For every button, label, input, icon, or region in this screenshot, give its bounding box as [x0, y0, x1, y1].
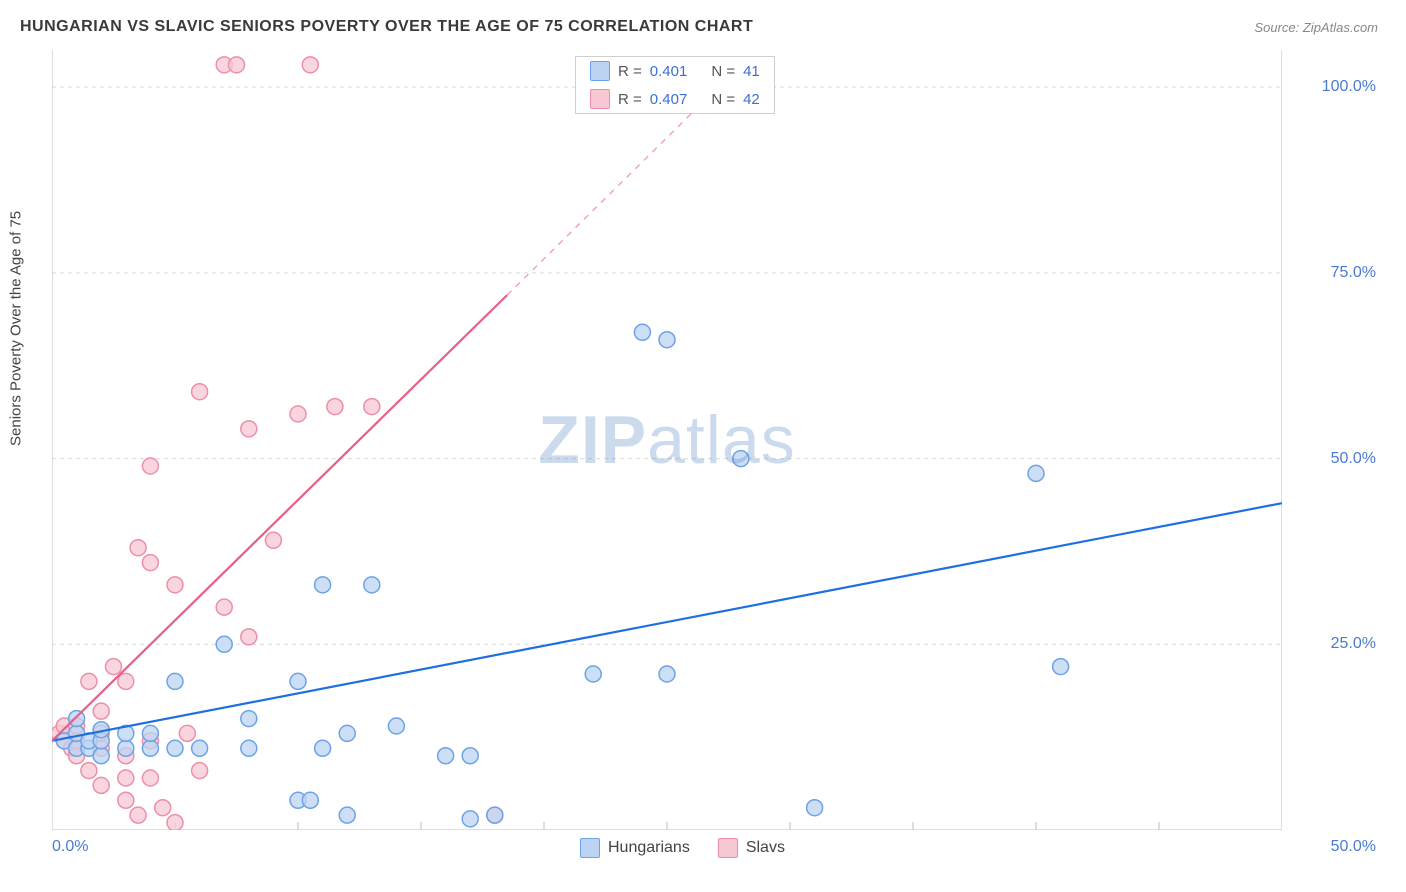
legend-item-slavs: Slavs — [718, 838, 785, 858]
legend-swatch-hungarians-icon — [580, 838, 600, 858]
chart-container: HUNGARIAN VS SLAVIC SENIORS POVERTY OVER… — [0, 0, 1406, 892]
y-tick-label: 100.0% — [1322, 78, 1376, 96]
y-tick-label: 50.0% — [1331, 450, 1376, 468]
legend-swatch-slavs-icon — [718, 838, 738, 858]
stat-n-label: N = — [711, 91, 735, 108]
y-axis-label: Seniors Poverty Over the Age of 75 — [8, 211, 25, 446]
plot-svg — [52, 50, 1282, 830]
stat-r-hungarians: 0.401 — [650, 63, 688, 80]
chart-title: HUNGARIAN VS SLAVIC SENIORS POVERTY OVER… — [20, 18, 753, 36]
legend-label-hungarians: Hungarians — [608, 839, 690, 857]
legend-item-hungarians: Hungarians — [580, 838, 690, 858]
stat-n-slavs: 42 — [743, 91, 760, 108]
swatch-slavs-icon — [590, 89, 610, 109]
plot-area: ZIPatlas — [52, 50, 1282, 830]
stat-n-hungarians: 41 — [743, 63, 760, 80]
legend-label-slavs: Slavs — [746, 839, 785, 857]
stats-row-hungarians: R = 0.401 N = 41 — [576, 57, 774, 85]
stats-row-slavs: R = 0.407 N = 42 — [576, 85, 774, 113]
swatch-hungarians-icon — [590, 61, 610, 81]
stat-r-label: R = — [618, 63, 642, 80]
x-tick-min: 0.0% — [52, 838, 88, 856]
y-tick-label: 75.0% — [1331, 264, 1376, 282]
y-tick-label: 25.0% — [1331, 635, 1376, 653]
correlation-stats-box: R = 0.401 N = 41 R = 0.407 N = 42 — [575, 56, 775, 114]
stat-r-slavs: 0.407 — [650, 91, 688, 108]
stat-r-label: R = — [618, 91, 642, 108]
x-tick-max: 50.0% — [1331, 838, 1376, 856]
bottom-legend: Hungarians Slavs — [580, 838, 785, 858]
stat-n-label: N = — [711, 63, 735, 80]
source-attribution: Source: ZipAtlas.com — [1254, 20, 1378, 35]
